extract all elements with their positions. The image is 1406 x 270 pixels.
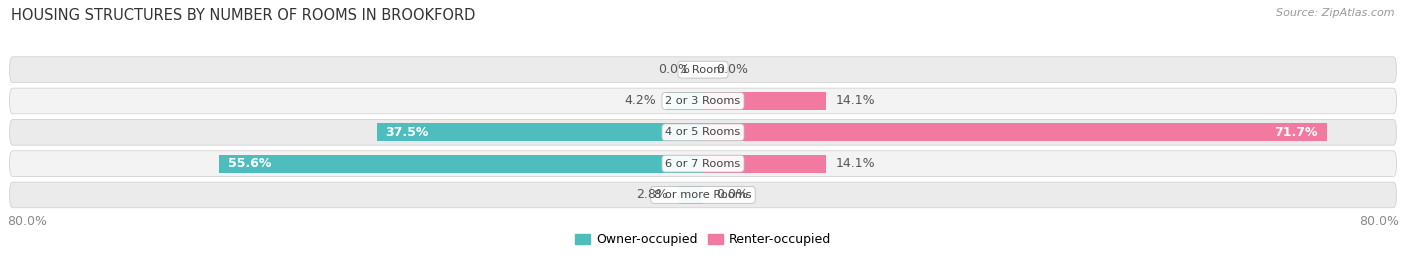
Bar <box>703 92 825 110</box>
Bar <box>666 92 703 110</box>
Text: 55.6%: 55.6% <box>228 157 271 170</box>
Text: 0.0%: 0.0% <box>716 63 748 76</box>
FancyBboxPatch shape <box>10 119 1396 145</box>
Text: 8 or more Rooms: 8 or more Rooms <box>654 190 752 200</box>
Bar <box>219 154 703 173</box>
Text: 14.1%: 14.1% <box>837 94 876 107</box>
Bar <box>703 123 1327 141</box>
FancyBboxPatch shape <box>10 151 1396 177</box>
Text: 0.0%: 0.0% <box>658 63 690 76</box>
Bar <box>377 123 703 141</box>
Text: 14.1%: 14.1% <box>837 157 876 170</box>
Text: 2 or 3 Rooms: 2 or 3 Rooms <box>665 96 741 106</box>
FancyBboxPatch shape <box>10 88 1396 114</box>
Text: 80.0%: 80.0% <box>7 215 46 228</box>
Text: HOUSING STRUCTURES BY NUMBER OF ROOMS IN BROOKFORD: HOUSING STRUCTURES BY NUMBER OF ROOMS IN… <box>11 8 475 23</box>
Text: 0.0%: 0.0% <box>716 188 748 201</box>
FancyBboxPatch shape <box>10 57 1396 83</box>
Bar <box>679 186 703 204</box>
Legend: Owner-occupied, Renter-occupied: Owner-occupied, Renter-occupied <box>569 228 837 251</box>
Text: 1 Room: 1 Room <box>682 65 724 75</box>
Text: 4 or 5 Rooms: 4 or 5 Rooms <box>665 127 741 137</box>
Text: 2.8%: 2.8% <box>637 188 668 201</box>
Text: 37.5%: 37.5% <box>385 126 429 139</box>
Text: 80.0%: 80.0% <box>1360 215 1399 228</box>
Bar <box>703 154 825 173</box>
Text: 4.2%: 4.2% <box>624 94 657 107</box>
Text: Source: ZipAtlas.com: Source: ZipAtlas.com <box>1277 8 1395 18</box>
Text: 6 or 7 Rooms: 6 or 7 Rooms <box>665 158 741 169</box>
Text: 71.7%: 71.7% <box>1275 126 1317 139</box>
FancyBboxPatch shape <box>10 182 1396 208</box>
